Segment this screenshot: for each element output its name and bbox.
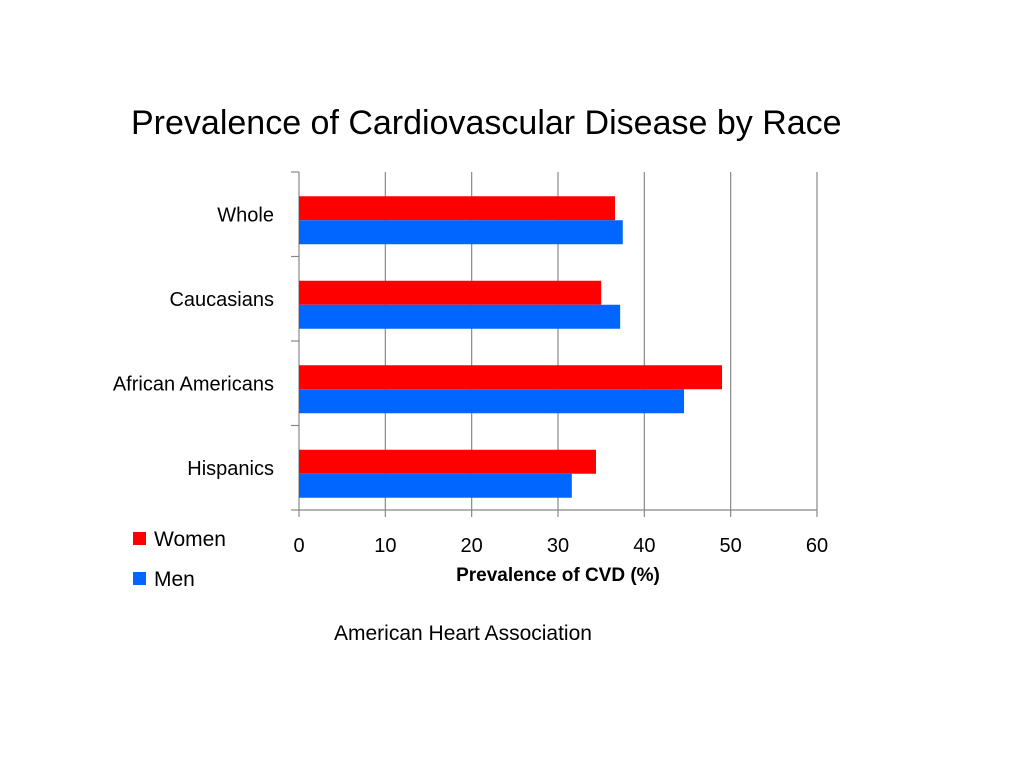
chart-title: Prevalence of Cardiovascular Disease by … [131,104,842,142]
x-tick-label: 30 [547,535,569,557]
x-tick-label: 60 [806,535,828,557]
legend-swatch-men [133,572,146,585]
bar-women [299,196,615,221]
bar-men [299,220,623,245]
x-tick-label: 50 [720,535,742,557]
category-label: Caucasians [169,289,274,311]
category-label: Whole [217,204,274,226]
bar-women [299,365,723,390]
legend-label-men: Men [154,568,195,591]
x-tick-label: 40 [633,535,655,557]
x-tick-label: 0 [293,535,304,557]
x-tick-label: 10 [374,535,396,557]
category-label: African Americans [113,373,274,395]
bar-women [299,449,596,474]
bar-men [299,389,685,414]
x-tick-label: 20 [461,535,483,557]
bar-men [299,473,572,498]
x-axis-title: Prevalence of CVD (%) [456,565,660,586]
legend-label-women: Women [154,528,226,551]
bar-women [299,280,602,305]
source-credit: American Heart Association [334,622,592,645]
legend-swatch-women [133,532,146,545]
category-label: Hispanics [187,458,274,480]
bar-men [299,304,621,329]
